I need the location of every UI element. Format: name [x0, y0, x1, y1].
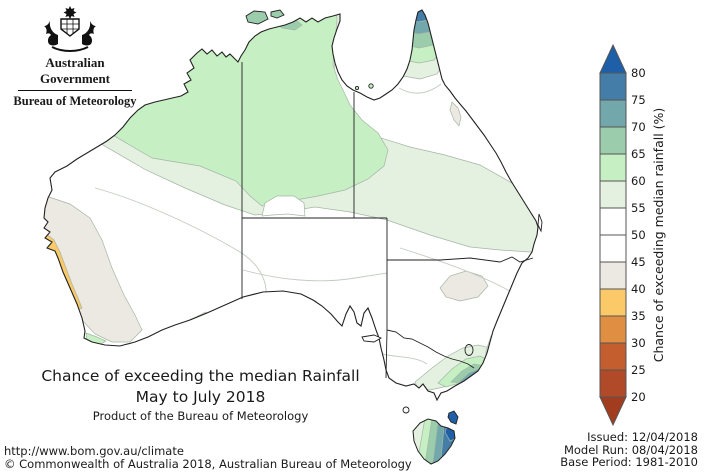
legend-tick-40: 40 [631, 282, 646, 296]
flinders-island [447, 410, 459, 425]
issue-info-block: Issued: 12/04/2018 Model Run: 08/04/2018… [560, 431, 698, 469]
bom-logo-block: Australian Government Bureau of Meteorol… [0, 0, 150, 109]
mornington-island [354, 85, 360, 91]
legend-band-55-60 [599, 180, 627, 209]
legend-band-boxes [599, 72, 627, 398]
king-island [402, 406, 410, 414]
legend-tick-75: 75 [631, 93, 646, 107]
map-title-block: Chance of exceeding the median Rainfall … [28, 367, 373, 423]
croker-island [270, 9, 285, 19]
legend-band-35-40 [599, 288, 627, 317]
tasmania-probability-bands [413, 419, 455, 464]
groote-eylandt [368, 83, 374, 89]
legend-arrow-above-80 [599, 43, 627, 74]
tiwi-islands [245, 10, 269, 25]
legend-band-50-55 [599, 207, 627, 236]
map-product-note: Product of the Bureau of Meteorology [92, 409, 309, 423]
legend-tick-30: 30 [631, 336, 646, 350]
crest-emu [82, 21, 96, 46]
probability-legend: 80 75 70 65 60 55 50 45 40 35 30 25 20 C… [599, 43, 666, 427]
coat-of-arms-icon [44, 6, 96, 53]
legend-tick-labels: 80 75 70 65 60 55 50 45 40 35 30 25 20 [631, 66, 646, 404]
region-white-notch-centre [261, 195, 306, 217]
contour-cape-york-base [398, 83, 442, 94]
region-40-45-qld-coast [449, 101, 462, 127]
legend-band-30-35 [599, 315, 627, 344]
bureau-of-meteorology-label: Bureau of Meteorology [13, 94, 137, 108]
footer-left-block: http://www.bom.gov.au/climate © Commonwe… [4, 445, 412, 471]
australian-government-label: Australian Government [39, 55, 111, 86]
legend-tick-70: 70 [631, 120, 646, 134]
fraser-island [537, 213, 543, 233]
legend-tick-45: 45 [631, 255, 646, 269]
legend-tick-50: 50 [631, 228, 646, 242]
legend-band-65-70 [599, 126, 627, 155]
legend-band-60-65 [599, 153, 627, 182]
border-murray-river [386, 329, 475, 369]
legend-tick-80: 80 [631, 66, 646, 80]
bom-url: http://www.bom.gov.au/climate [4, 444, 184, 458]
kangaroo-island [361, 334, 383, 343]
legend-band-70-75 [599, 99, 627, 128]
base-period: Base Period: 1981-2010 [560, 455, 698, 469]
legend-axis-title: Chance of exceeding median rainfall (%) [651, 108, 666, 363]
border-qld-nsw [387, 256, 534, 263]
crest-kangaroo [44, 21, 58, 46]
issued-date: Issued: 12/04/2018 [587, 430, 698, 444]
border-act [464, 344, 474, 356]
region-40-45-nsw-interior [439, 270, 489, 302]
legend-tick-65: 65 [631, 147, 646, 161]
crest-scroll [51, 46, 89, 53]
crest-shield [60, 18, 80, 37]
legend-tick-55: 55 [631, 201, 646, 215]
legend-arrow-below-20 [599, 396, 627, 427]
state-borders [241, 62, 534, 379]
legend-band-75-80 [599, 72, 627, 101]
legend-tick-25: 25 [631, 363, 646, 377]
map-title: Chance of exceeding the median Rainfall [41, 367, 360, 385]
region-40-45-sa-gulf [303, 299, 317, 314]
islands [245, 9, 543, 425]
logo-divider [18, 90, 132, 91]
legend-tick-20: 20 [631, 390, 646, 404]
copyright-text: © Commonwealth of Australia 2018, Austra… [4, 457, 412, 471]
contour-sa [242, 269, 388, 282]
legend-band-25-30 [599, 342, 627, 371]
crest-star [63, 6, 77, 19]
map-subtitle-period: May to July 2018 [135, 388, 266, 406]
legend-band-20-25 [599, 369, 627, 398]
legend-band-45-50 [599, 234, 627, 263]
legend-tick-35: 35 [631, 309, 646, 323]
legend-band-40-45 [599, 261, 627, 290]
legend-tick-60: 60 [631, 174, 646, 188]
model-run-date: Model Run: 08/04/2018 [563, 442, 698, 457]
crest-shield-quarters [61, 19, 79, 33]
